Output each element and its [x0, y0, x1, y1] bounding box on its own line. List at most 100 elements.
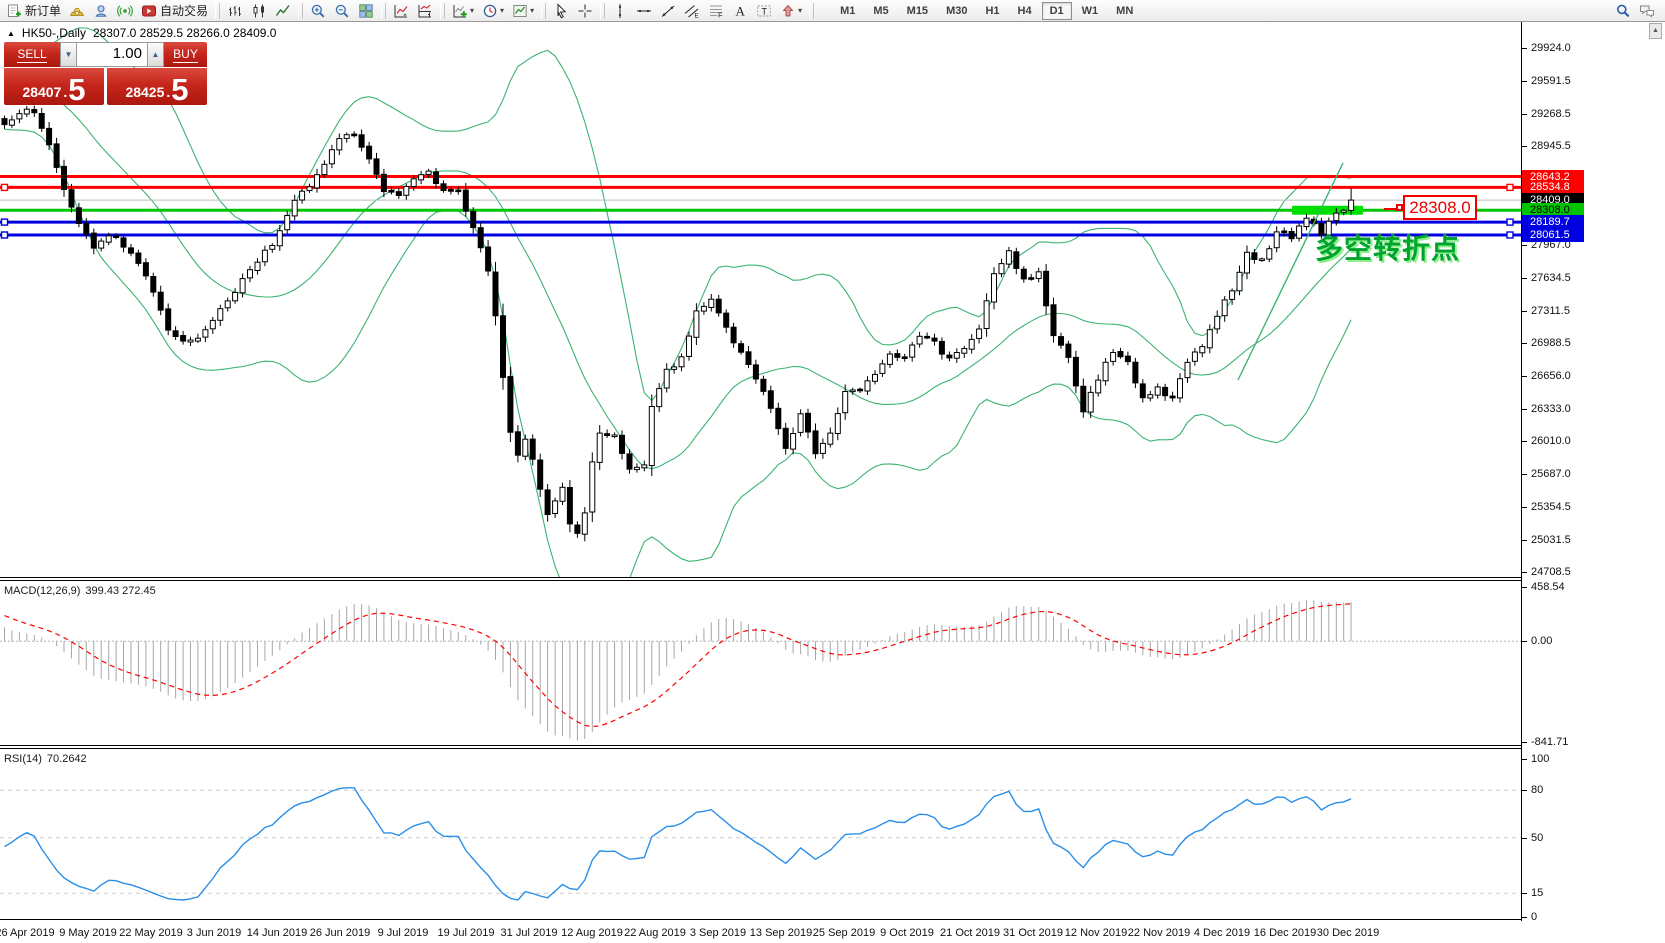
candle-body [90, 232, 97, 249]
candle-body [135, 252, 142, 264]
timeframe-d1-button[interactable]: D1 [1041, 1, 1072, 20]
timeframe-h4-button[interactable]: H4 [1017, 4, 1032, 17]
timeframe-h1-button[interactable]: H1 [985, 4, 1000, 17]
svg-text:E: E [695, 12, 700, 19]
date-label: 14 Jun 2019 [246, 927, 308, 939]
volume-input[interactable]: 1.00 [77, 42, 147, 67]
periods-dropdown-caret[interactable]: ▾ [500, 6, 505, 15]
candle-body [8, 119, 15, 126]
auto-trading-button[interactable]: 自动交易 [137, 1, 212, 21]
level-handle[interactable] [1506, 218, 1514, 226]
candle-body [366, 145, 373, 160]
level-handle[interactable] [0, 183, 9, 192]
periods-button[interactable]: ▾ [478, 1, 508, 21]
sell-button[interactable]: SELL [4, 42, 60, 67]
support-button[interactable] [89, 1, 113, 21]
zoom-out-button[interactable] [330, 1, 354, 21]
timeframe-w1-button[interactable]: W1 [1081, 4, 1099, 17]
volume-decrease-button[interactable]: ▼ [60, 42, 77, 67]
price-tick-label: 24708.5 [1531, 566, 1571, 579]
templates-button[interactable]: ▾ [508, 1, 538, 21]
arrows-dropdown-caret[interactable]: ▾ [798, 6, 803, 15]
macd-tick-label: 0.00 [1531, 635, 1553, 648]
fibonacci-button[interactable]: F [704, 1, 728, 21]
separator-macd-rsi[interactable] [0, 745, 1521, 746]
macd-panel[interactable] [0, 581, 1521, 745]
candle-body [1229, 290, 1236, 300]
trendline-button[interactable] [656, 1, 680, 21]
candlestick-chart-button[interactable] [247, 1, 271, 21]
rsi-tick [1521, 837, 1527, 839]
horizontal-line-icon [637, 9, 652, 12]
buy-price-panel[interactable]: 28425. 5 [107, 68, 207, 105]
candle-body [1191, 351, 1198, 362]
equidistant-channel-icon: E [684, 4, 700, 19]
chart-shift-button[interactable] [413, 1, 437, 21]
price-tick-label: 25354.5 [1531, 501, 1571, 514]
timeframe-m15-button[interactable]: M15 [906, 4, 929, 17]
cursor-button[interactable] [549, 1, 573, 21]
text-button[interactable]: A [728, 1, 752, 21]
separator-macd-rsi-2 [0, 748, 1521, 749]
search-button[interactable] [1611, 1, 1635, 21]
callout-anchor-square[interactable] [1396, 204, 1403, 211]
rsi-tick-label: 0 [1531, 910, 1538, 923]
zoom-in-button[interactable] [306, 1, 330, 21]
auto-scroll-button[interactable] [389, 1, 413, 21]
arrows-icon [782, 4, 794, 16]
toolbar-separator [440, 2, 446, 19]
add-indicator-dropdown-caret[interactable]: ▾ [470, 6, 475, 15]
date-axis[interactable]: 26 Apr 2019 9 May 2019 22 May 2019 3 Jun 20… [0, 921, 1665, 943]
level-handle[interactable] [0, 231, 9, 239]
templates-dropdown-caret[interactable]: ▾ [530, 6, 535, 15]
candle-body [239, 278, 246, 294]
timeframe-m5-button[interactable]: M5 [873, 4, 889, 17]
crosshair-button[interactable] [573, 1, 597, 21]
rsi-panel[interactable] [0, 749, 1521, 919]
gold-deposit-button[interactable] [65, 1, 89, 21]
vertical-line-button[interactable] [608, 1, 632, 21]
candle-body [663, 368, 670, 389]
separator-main-macd[interactable] [0, 577, 1521, 578]
level-handle[interactable] [1506, 231, 1514, 239]
level-handle[interactable] [1506, 183, 1514, 192]
line-chart-button[interactable] [271, 1, 295, 21]
tile-windows-button[interactable] [354, 1, 378, 21]
volume-increase-button[interactable]: ▲ [147, 42, 164, 67]
candle-body [938, 340, 945, 355]
candle-body [321, 163, 328, 176]
buy-button[interactable]: BUY [164, 42, 207, 67]
chat-button[interactable] [1635, 1, 1659, 21]
signals-button[interactable] [113, 1, 137, 21]
candle-body [842, 391, 849, 414]
level-handle[interactable] [0, 218, 9, 226]
timeframe-m30-button[interactable]: M30 [946, 4, 968, 17]
timeframe-mn-button[interactable]: MN [1116, 4, 1134, 17]
sell-price-panel[interactable]: 28407. 5 [4, 68, 104, 105]
horizontal-line-button[interactable] [632, 1, 656, 21]
annotation-text[interactable]: 多空转折点 [1315, 233, 1461, 264]
candle-body [16, 113, 23, 120]
price-callout-box[interactable]: 28308.0 [1403, 195, 1477, 220]
bar-chart-button[interactable] [223, 1, 247, 21]
chart-shift-icon [418, 4, 432, 17]
arrows-button[interactable]: ▾ [776, 1, 806, 21]
text-label-button[interactable]: T [752, 1, 776, 21]
candle-body [1139, 383, 1146, 399]
main-chart[interactable] [0, 22, 1521, 577]
add-indicator-button[interactable]: ▾ [448, 1, 478, 21]
candle-body [1043, 270, 1050, 307]
equidistant-channel-button[interactable]: E [680, 1, 704, 21]
new-order-button[interactable]: 新订单 [2, 1, 65, 21]
candle-body [1325, 220, 1332, 236]
text-label-icon: T [757, 5, 771, 16]
chart-scroll-up-button[interactable]: ▲ [1649, 23, 1662, 39]
price-level-badge: 28643.2 [1522, 169, 1584, 184]
collapse-icon[interactable]: ▲ [7, 28, 15, 38]
drawn-trendline[interactable] [1237, 162, 1344, 381]
timeframe-m1-button[interactable]: M1 [840, 4, 856, 17]
price-tick [1521, 310, 1527, 312]
candle-body [1318, 223, 1325, 236]
candle-body [1110, 352, 1117, 362]
